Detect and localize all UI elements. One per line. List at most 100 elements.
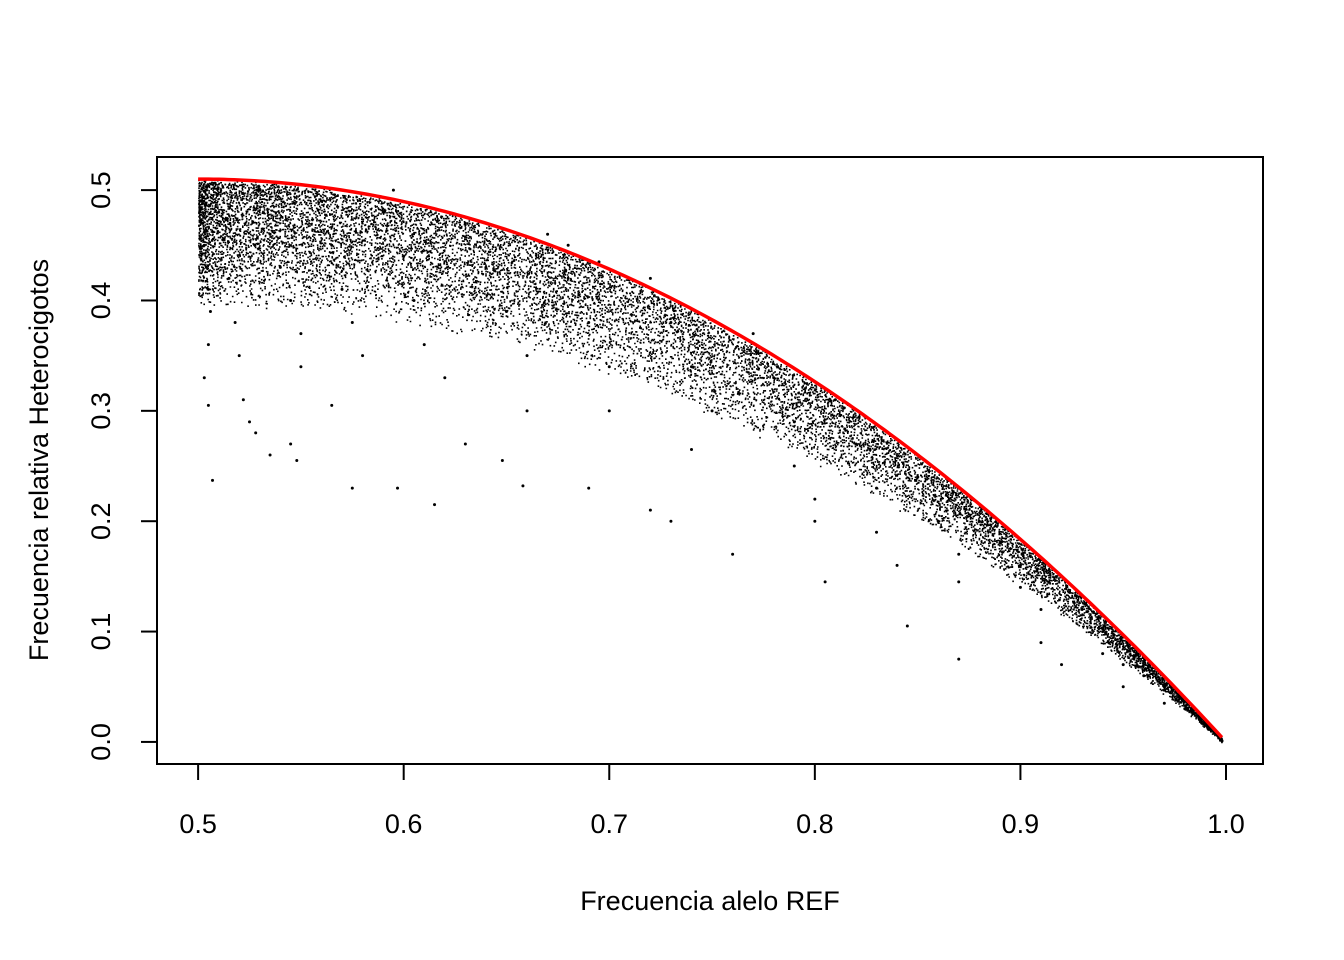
data-point — [813, 497, 817, 501]
data-point — [299, 332, 303, 336]
data-point — [854, 442, 858, 446]
data-point — [289, 298, 293, 302]
data-point — [330, 403, 334, 407]
data-point — [1203, 723, 1207, 727]
data-point — [546, 232, 550, 236]
data-point — [463, 221, 467, 225]
data-point — [905, 624, 909, 628]
data-point — [484, 265, 488, 269]
data-point — [206, 343, 210, 347]
x-tick-label: 0.7 — [590, 809, 628, 839]
data-point — [1101, 630, 1105, 634]
data-point — [202, 243, 206, 247]
data-point — [412, 298, 416, 302]
data-point — [957, 580, 961, 584]
data-point — [1101, 652, 1105, 656]
y-tick-label: 0.4 — [86, 282, 116, 320]
data-points — [198, 188, 1218, 735]
data-point — [241, 398, 245, 402]
data-point — [330, 243, 334, 247]
data-point — [875, 486, 879, 490]
data-point — [525, 409, 529, 413]
data-point — [295, 459, 299, 462]
data-point — [233, 321, 237, 325]
data-point — [204, 265, 208, 269]
data-point — [198, 199, 202, 203]
y-tick-label: 0.2 — [86, 502, 116, 540]
red-curve-line — [198, 177, 1224, 739]
data-point — [957, 552, 961, 556]
data-point — [202, 376, 206, 380]
data-point — [211, 478, 215, 482]
data-point — [1183, 707, 1187, 711]
data-point — [1018, 563, 1022, 567]
x-tick-label: 1.0 — [1207, 809, 1245, 839]
data-point — [248, 420, 252, 424]
data-point — [463, 442, 467, 446]
x-tick-label: 0.9 — [1002, 809, 1040, 839]
data-point — [391, 188, 395, 192]
data-point — [443, 376, 447, 380]
data-point — [254, 431, 258, 435]
data-point — [813, 519, 817, 523]
data-point — [669, 321, 673, 325]
y-tick-label: 0.0 — [86, 723, 116, 761]
data-point — [772, 376, 776, 380]
data-point — [566, 276, 570, 280]
x-tick-label: 0.5 — [179, 809, 217, 839]
data-point — [648, 508, 652, 512]
data-point — [689, 365, 693, 369]
y-axis-title: Frecuencia relativa Heterocigotos — [24, 259, 54, 661]
data-point — [1060, 663, 1064, 667]
data-point — [268, 232, 272, 236]
data-point — [823, 580, 827, 584]
data-point — [1121, 685, 1125, 689]
x-tick-label: 0.8 — [796, 809, 834, 839]
data-point — [607, 409, 611, 413]
x-axis: 0.5 0.6 0.7 0.8 0.9 1.0 — [179, 763, 1245, 839]
y-tick-label: 0.1 — [86, 613, 116, 651]
data-point — [504, 310, 508, 314]
data-point — [1142, 674, 1146, 678]
data-point — [278, 265, 282, 269]
data-point — [217, 210, 221, 214]
data-point — [998, 541, 1002, 545]
data-point — [500, 459, 504, 462]
data-point — [361, 354, 365, 358]
data-point — [566, 243, 570, 247]
data-point — [1162, 701, 1166, 705]
data-point — [1018, 585, 1022, 589]
data-point — [289, 442, 293, 446]
data-point — [206, 403, 210, 407]
data-point — [1162, 685, 1166, 689]
data-point — [792, 464, 796, 468]
data-point — [299, 365, 303, 369]
data-point — [350, 321, 354, 325]
data-point — [833, 398, 837, 402]
data-point — [381, 210, 385, 214]
x-tick-label: 0.6 — [385, 809, 423, 839]
data-point — [875, 530, 879, 534]
data-point — [200, 221, 204, 225]
data-point — [587, 321, 591, 325]
y-tick-label: 0.5 — [86, 171, 116, 209]
data-point — [208, 310, 212, 314]
data-point — [319, 199, 323, 203]
data-point — [1039, 641, 1043, 645]
data-point — [525, 354, 529, 358]
data-point — [221, 238, 225, 242]
y-tick-label: 0.3 — [86, 392, 116, 430]
expected-heterozygosity-curve — [198, 177, 1224, 739]
data-point — [1039, 607, 1043, 611]
data-point — [227, 276, 231, 280]
data-point — [587, 486, 591, 490]
data-point — [340, 287, 344, 291]
data-point — [268, 453, 272, 457]
data-point — [258, 188, 262, 192]
data-point — [895, 563, 899, 567]
data-point — [669, 519, 673, 523]
data-point — [731, 552, 735, 556]
data-point — [422, 343, 426, 347]
